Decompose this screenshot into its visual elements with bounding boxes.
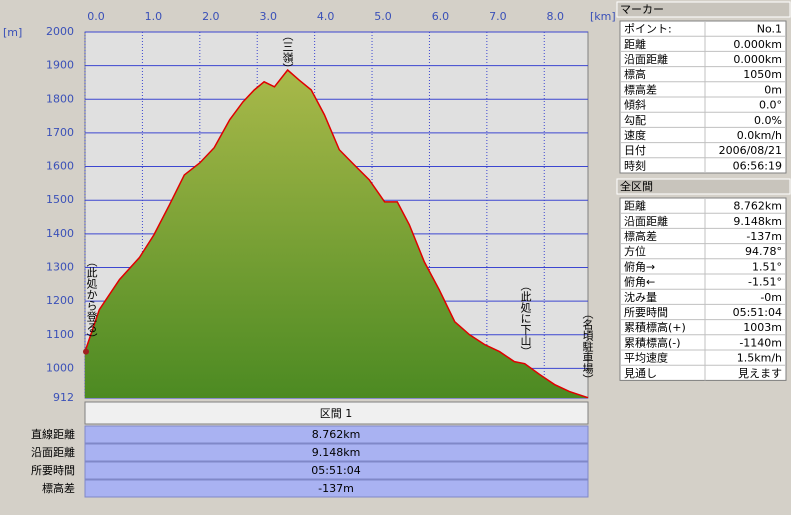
x-tick-label: 5.0 — [374, 10, 392, 23]
row-label: 俯角← — [624, 275, 655, 289]
y-axis-unit: [m] — [3, 26, 22, 39]
segment-cell — [84, 443, 589, 462]
row-label: 時刻 — [624, 158, 646, 172]
row-value: 1.51° — [752, 260, 782, 273]
segment-value: 9.148km — [312, 446, 361, 459]
row-value: 1.5km/h — [737, 352, 782, 365]
row-label: 標高 — [624, 67, 646, 81]
row-value: 0.000km — [733, 53, 782, 66]
row-label: 沿面距離 — [624, 214, 668, 228]
row-label: ポイント: — [624, 23, 672, 36]
y-tick-label: 1500 — [46, 193, 74, 206]
segment-value: 05:51:04 — [311, 464, 360, 477]
y-tick-label: 1700 — [46, 126, 74, 139]
row-label: 沿面距離 — [624, 52, 668, 66]
segment-header — [84, 401, 589, 425]
y-tick-label: 912 — [53, 391, 74, 404]
x-tick-label: 0.0 — [87, 10, 105, 23]
row-label: 速度 — [624, 128, 646, 142]
row-label: 累積標高(+) — [624, 320, 686, 334]
row-label: 方位 — [624, 244, 646, 258]
row-value: 06:56:19 — [733, 159, 782, 172]
x-axis-unit: [km] — [590, 10, 616, 23]
y-tick-label: 1800 — [46, 92, 74, 105]
row-label: 距離 — [624, 199, 646, 213]
segment-value: 8.762km — [312, 428, 361, 441]
row-label: 俯角→ — [624, 259, 655, 273]
y-tick-label: 1200 — [46, 294, 74, 307]
row-value: -1.51° — [748, 276, 782, 289]
row-value: 1050m — [743, 68, 782, 81]
annotation: （名頃駐車場） — [581, 308, 594, 385]
row-label: 平均速度 — [624, 351, 668, 365]
x-tick-label: 2.0 — [202, 10, 220, 23]
y-tick-label: 1000 — [46, 361, 74, 374]
elevation-line — [84, 68, 589, 399]
segment-label: 直線距離 — [31, 427, 75, 441]
row-value: 見えます — [738, 367, 782, 380]
row-label: 見通し — [624, 367, 657, 380]
y-tick-label: 2000 — [46, 25, 74, 38]
row-value: 2006/08/21 — [719, 144, 782, 157]
row-value: 94.78° — [745, 245, 782, 258]
row-value: 0m — [764, 83, 782, 96]
row-label: 標高差 — [624, 229, 657, 243]
row-value: 9.148km — [733, 215, 782, 228]
x-tick-label: 6.0 — [432, 10, 450, 23]
row-value: 0.000km — [733, 38, 782, 51]
row-value: -0m — [760, 291, 782, 304]
row-label: 日付 — [624, 144, 646, 157]
row-label: 傾斜 — [624, 98, 646, 112]
panel-title: 全区間 — [620, 179, 653, 193]
segment-label: 沿面距離 — [31, 445, 75, 459]
segment-cell — [84, 479, 589, 498]
row-value: 8.762km — [733, 200, 782, 213]
x-tick-label: 7.0 — [489, 10, 507, 23]
row-value: 0.0% — [754, 114, 782, 127]
panel-title: マーカー — [620, 3, 664, 16]
segment-cell — [84, 425, 589, 444]
annotation: （此処から登る） — [85, 256, 98, 344]
x-tick-label: 4.0 — [317, 10, 335, 23]
y-tick-label: 1900 — [46, 59, 74, 72]
row-value: No.1 — [757, 23, 782, 36]
row-value: -1140m — [739, 336, 782, 349]
row-label: 標高差 — [624, 82, 657, 96]
x-tick-label: 1.0 — [145, 10, 163, 23]
row-label: 累積標高(-) — [624, 335, 681, 349]
segment-label: 標高差 — [42, 481, 75, 495]
x-tick-label: 3.0 — [259, 10, 277, 23]
marker-point — [83, 348, 89, 355]
row-value: 1003m — [743, 321, 782, 334]
segment-cell — [84, 461, 589, 480]
annotation: （此処に下山） — [519, 280, 532, 357]
y-tick-label: 1600 — [46, 160, 74, 173]
row-label: 距離 — [624, 37, 646, 51]
y-tick-label: 1400 — [46, 227, 74, 240]
row-value: 0.0° — [759, 99, 782, 112]
x-tick-label: 8.0 — [547, 10, 565, 23]
panel-header — [616, 1, 791, 18]
y-tick-label: 1300 — [46, 260, 74, 273]
y-tick-label: 1100 — [46, 328, 74, 341]
row-label: 勾配 — [624, 114, 646, 127]
row-value: -137m — [746, 230, 782, 243]
panel-header — [616, 178, 791, 195]
row-label: 沈み量 — [624, 290, 657, 304]
row-value: 0.0km/h — [737, 129, 782, 142]
segment-title: 区間 1 — [320, 407, 353, 420]
annotation: （三嶺） — [281, 30, 294, 74]
row-value: 05:51:04 — [733, 306, 782, 319]
row-label: 所要時間 — [624, 306, 668, 319]
segment-label: 所要時間 — [31, 464, 75, 477]
segment-value: -137m — [318, 482, 354, 495]
